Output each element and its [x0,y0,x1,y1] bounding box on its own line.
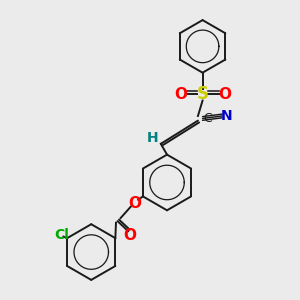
Text: O: O [128,196,141,211]
Text: S: S [196,85,208,103]
Text: O: O [123,228,136,243]
Text: O: O [218,87,231,102]
Text: Cl: Cl [54,228,69,242]
Text: C: C [203,112,212,125]
Text: N: N [221,109,232,123]
Text: O: O [174,87,187,102]
Text: H: H [146,131,158,145]
